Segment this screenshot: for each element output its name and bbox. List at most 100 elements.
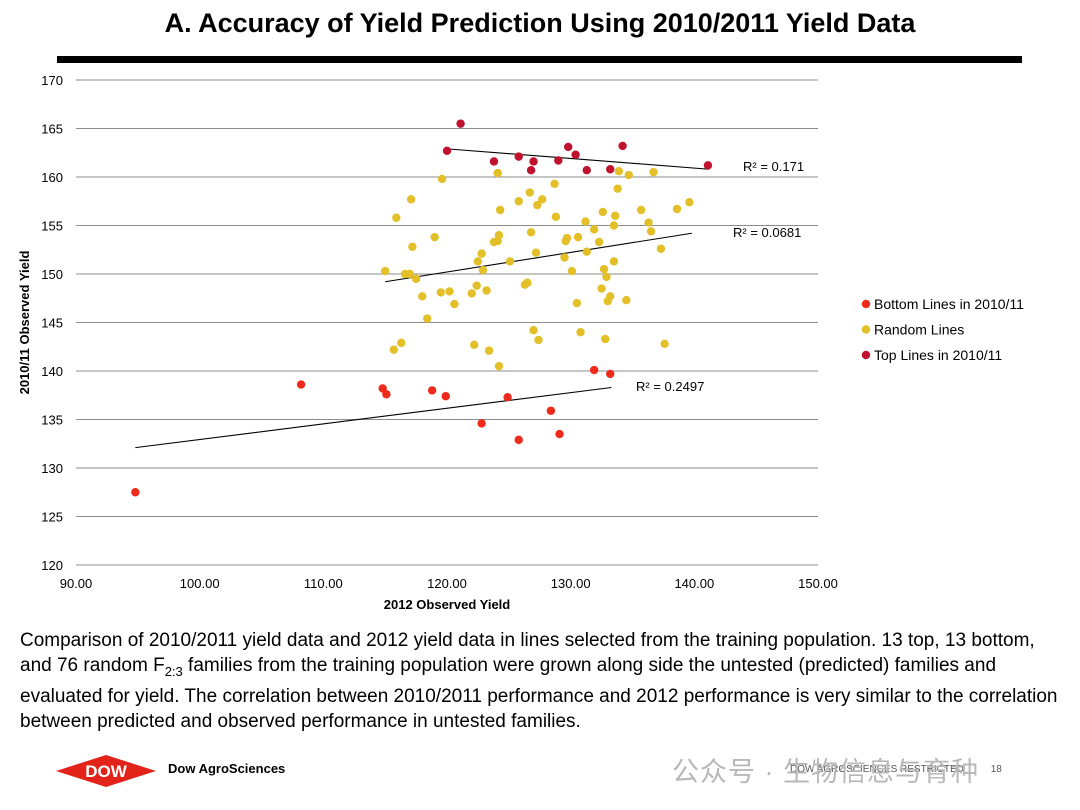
x-tick-label: 140.00 [674,576,714,591]
page-number: 18 [990,764,1002,775]
trendline-bottom [135,386,612,449]
data-point-random [478,265,488,275]
data-point-random [685,198,694,207]
data-point-random [467,289,476,298]
data-point-random [538,195,547,204]
data-point-random [609,221,619,230]
data-point-random [609,257,619,266]
data-point-random [472,281,481,290]
y-tick-label: 150 [41,267,63,282]
data-point-random [582,247,591,256]
data-point-random [622,295,631,305]
restricted-footer: DOW AGROSCIENCES RESTRICTED 18 [790,764,1002,775]
data-point-random [649,167,658,177]
data-point-bottom [589,365,599,375]
data-point-random [551,212,561,221]
y-tick-label: 135 [41,413,63,428]
data-point-random [405,269,415,279]
data-point-top [582,166,591,175]
data-point-random [389,345,399,354]
data-point-random [602,272,611,282]
r2-label-bottom: R² = 0.2497 [636,379,704,394]
legend-label-bottom: Bottom Lines in 2010/11 [874,296,1024,312]
data-point-random [533,200,542,210]
data-point-random [523,278,532,287]
data-point-random [437,174,447,184]
data-point-random [531,248,541,257]
data-point-bottom [131,488,140,497]
data-point-random [550,179,559,188]
data-point-random [418,292,427,301]
data-point-top [442,146,452,156]
axis-layer: 120 125 130 135 140 145 150 155 160 165 170 90.00 10… [17,73,838,612]
data-point-random [470,340,479,350]
data-point-random [589,225,599,234]
data-point-bottom [477,419,486,428]
data-point-top [526,166,536,175]
watermark: 公众号 · 生物信息与育种 [672,757,979,787]
data-point-random [494,361,504,371]
data-point-random [598,207,608,217]
data-point-top [618,141,627,151]
dow-logo-text: DOW [85,762,128,781]
x-tick-label: 130.00 [551,576,591,591]
data-point-random [408,242,417,252]
data-point-random [636,205,646,215]
scatter-chart: 120 125 130 135 140 145 150 155 160 165 170 90.00 10… [17,73,1024,612]
data-point-random [560,253,569,262]
y-tick-label: 170 [41,73,63,88]
data-point-random [450,299,459,309]
data-point-random [534,335,543,345]
grid-layer [76,79,818,566]
data-point-random [477,249,486,258]
data-point-random [493,168,502,178]
data-point-top [703,161,713,170]
y-axis-title: 2010/11 Observed Yield [17,251,32,395]
data-point-random [624,170,633,180]
data-point-random [613,184,622,193]
x-tick-label: 110.00 [304,576,343,591]
data-point-random [567,266,577,276]
data-point-random [380,266,390,276]
data-point-random [411,274,421,284]
data-point-top [606,165,615,174]
data-point-bottom [546,406,556,415]
slide-title: A. Accuracy of Yield Prediction Using 20… [164,8,916,38]
data-point-random [660,339,669,349]
legend-marker-random [861,325,871,334]
slide-caption: Comparison of 2010/2011 yield data and 2… [20,628,1060,734]
data-point-top [554,156,563,165]
data-point-random [656,244,666,253]
data-point-random [606,292,615,301]
dow-logo-diamond [56,755,156,787]
data-point-random [473,257,483,266]
restricted-label: DOW AGROSCIENCES RESTRICTED [790,764,964,775]
data-point-random [672,204,682,214]
legend-layer: Bottom Lines in 2010/11 Random Lines Top L… [861,296,1024,363]
dow-logo: DOW [56,755,156,787]
legend-label-top: Top Lines in 2010/11 [874,347,1002,363]
data-point-random [573,232,583,242]
data-point-random [594,237,604,247]
data-point-top [563,142,573,152]
trendline-random [385,232,692,283]
caption-part1: Comparison of 2010/2011 yield data and 2… [20,630,1035,676]
legend-marker-bottom [861,299,871,309]
y-tick-label: 145 [41,316,63,331]
x-axis-title: 2012 Observed Yield [384,597,511,612]
data-point-random [597,284,606,293]
x-tick-label: 150.00 [798,576,838,591]
data-point-random [526,228,536,237]
data-point-random [436,288,446,297]
data-point-bottom [514,435,523,445]
title-rule [57,56,1022,63]
data-point-random [445,287,454,296]
x-tick-label: 100.00 [180,576,220,591]
data-point-top [571,150,580,159]
data-point-random [644,218,653,227]
data-point-random [601,334,610,344]
y-tick-label: 120 [41,558,63,573]
data-point-random [423,314,432,323]
trendline-layer [135,148,710,449]
y-tick-label: 155 [41,219,63,234]
